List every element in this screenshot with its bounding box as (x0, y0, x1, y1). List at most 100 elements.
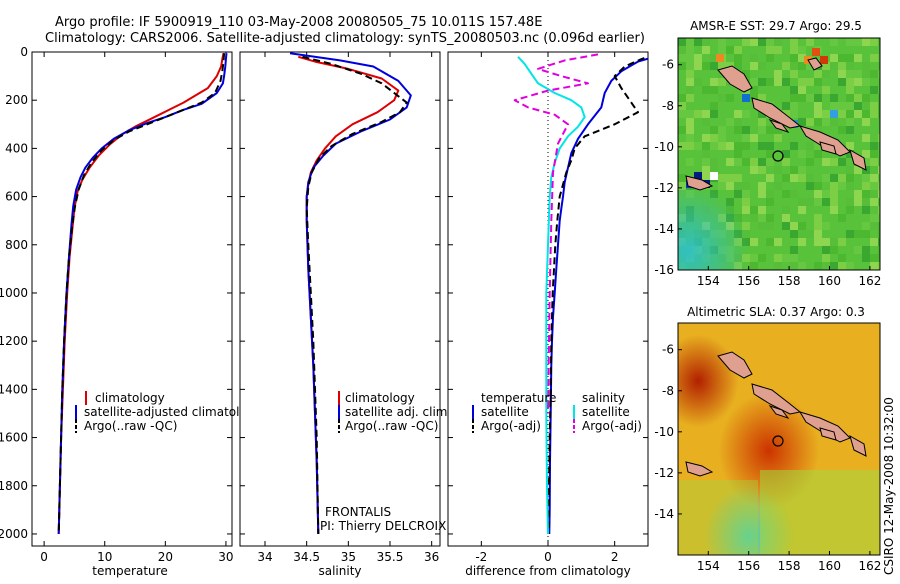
depth-tick-label: 600 (5, 190, 28, 204)
depth-tick-label: 0 (20, 45, 28, 59)
salinity-legend-climatology: climatology (345, 391, 415, 405)
temperature-xtick-label: 20 (158, 550, 173, 564)
map-xtick-label: 154 (697, 274, 720, 288)
sst-island (751, 97, 802, 129)
difference-legend-sal-satellite: satellite (582, 405, 630, 419)
salinity-series-argo-raw-qc- (302, 55, 408, 535)
sla-island (819, 427, 837, 441)
sst-island (849, 148, 867, 171)
temperature-legend-argo: Argo(..raw -QC) (84, 419, 177, 433)
salinity-lines (289, 52, 412, 535)
sst-map-frame (677, 37, 881, 271)
salinity-xtick-label: 35.5 (377, 550, 404, 564)
salinity-panel: 34 34.5 35 35.5 36 salinity climatology sate… (239, 51, 451, 578)
sla-island (685, 461, 714, 477)
sla-map-panel: Altimetric SLA: 0.37 Argo: 0.3 154 156 158… (654, 305, 881, 573)
map-xtick-label: 158 (778, 274, 801, 288)
sst-island (819, 141, 837, 155)
sla-green-patch (678, 480, 758, 555)
salinity-xtick-label: 35 (341, 550, 356, 564)
sst-island (807, 57, 823, 71)
map-xtick-label: 156 (737, 559, 760, 573)
salinity-xlabel: salinity (318, 564, 361, 578)
sla-map-title: Altimetric SLA: 0.37 Argo: 0.3 (687, 305, 865, 319)
salinity-legend-satellite: satellite adj. clim. (345, 405, 451, 419)
map-ytick-label: -14 (654, 222, 674, 236)
sst-land (685, 57, 867, 191)
sst-map-ticks: 154 156 158 160 162 -6 -8 -10 -12 -14 -16 (654, 58, 881, 288)
header-title-line1: Argo profile: IF 5900919_110 03-May-2008… (55, 15, 542, 30)
temperature-xtick-label: 10 (97, 550, 112, 564)
sla-island (751, 383, 802, 415)
difference-series-salinity-satellite (517, 56, 586, 535)
map-ytick-label: -10 (654, 425, 674, 439)
salinity-legend-argo: Argo(..raw -QC) (345, 419, 438, 433)
sla-map-ticks: 154 156 158 160 162 -6 -8 -10 -12 -14 (654, 343, 881, 573)
difference-legend-sal-argo: Argo(-adj) (582, 419, 642, 433)
temperature-xlabel: temperature (92, 564, 167, 578)
map-xtick-label: 156 (737, 274, 760, 288)
sst-map-field (678, 38, 880, 270)
map-xtick-label: 162 (858, 559, 881, 573)
sst-map-panel: AMSR-E SST: 29.7 Argo: 29.5 (654, 19, 881, 288)
map-ytick-label: -16 (654, 263, 674, 277)
depth-tick-label: 400 (5, 141, 28, 155)
map-ytick-label: -6 (662, 58, 674, 72)
salinity-annotation-frontalis: FRONTALIS (325, 505, 391, 519)
difference-legend-temp-satellite: satellite (481, 405, 529, 419)
map-ytick-label: -8 (662, 99, 674, 113)
depth-tick-label: 1000 (0, 286, 28, 300)
map-xtick-label: 160 (818, 559, 841, 573)
sla-map-frame (677, 322, 881, 556)
depth-tick-label: 1800 (0, 479, 28, 493)
depth-tick-label: 1200 (0, 334, 28, 348)
sla-argo-marker (772, 435, 784, 447)
side-timestamp: CSIRO 12-May-2008 10:32:00 (882, 397, 896, 575)
map-xtick-label: 162 (858, 274, 881, 288)
difference-legend: temperature satellite Argo(-adj) salinit… (472, 391, 642, 433)
sla-green-patch (760, 470, 880, 555)
sst-island (798, 125, 851, 157)
difference-legend-temperature-heading: temperature (481, 391, 556, 405)
temperature-xtick-label: 0 (40, 550, 48, 564)
difference-xlabel: difference from climatology (465, 564, 631, 578)
depth-tick-label: 800 (5, 238, 28, 252)
depth-tick-label: 200 (5, 93, 28, 107)
sst-island (768, 119, 790, 133)
difference-xtick-label: 2 (611, 550, 619, 564)
difference-panel: -2 0 2 difference from climatology tempera… (447, 51, 649, 578)
sla-island (798, 411, 851, 443)
temperature-lines (57, 53, 228, 535)
sla-island (768, 405, 790, 419)
temperature-legend: climatology satellite-adjusted climatolo… (75, 391, 254, 433)
map-xtick-label: 154 (697, 559, 720, 573)
temperature-legend-climatology: climatology (95, 391, 165, 405)
sla-land (685, 351, 867, 477)
salinity-axes-frame (239, 51, 441, 547)
salinity-legend: climatology satellite adj. clim. Argo(..… (338, 391, 451, 433)
difference-series-salinity-argo-adj- (513, 53, 599, 414)
sla-map-field (678, 323, 880, 555)
map-ytick-label: -10 (654, 140, 674, 154)
sst-map-title: AMSR-E SST: 29.7 Argo: 29.5 (690, 19, 862, 33)
map-ytick-label: -6 (662, 343, 674, 357)
salinity-xtick-label: 36 (424, 550, 439, 564)
depth-tick-label: 1400 (0, 382, 28, 396)
salinity-annotation-pi: PI: Thierry DELCROIX (320, 519, 446, 533)
map-xtick-label: 158 (778, 559, 801, 573)
depth-tick-label: 2000 (0, 527, 28, 541)
salinity-xtick-label: 34.5 (293, 550, 320, 564)
map-ytick-label: -12 (654, 466, 674, 480)
sst-cool-patch (678, 38, 880, 270)
salinity-xtick-label: 34 (257, 550, 272, 564)
sla-island (849, 434, 867, 457)
map-ytick-label: -12 (654, 181, 674, 195)
difference-axes-frame (447, 51, 649, 547)
sst-argo-marker (772, 150, 784, 162)
map-ytick-label: -14 (654, 507, 674, 521)
difference-xtick-label: -2 (475, 550, 487, 564)
difference-lines (513, 53, 648, 535)
difference-legend-salinity-heading: salinity (582, 391, 625, 405)
temperature-panel: 0 10 20 30 0 200 400 600 800 1000 1200 1400 1600 1800… (0, 45, 254, 578)
